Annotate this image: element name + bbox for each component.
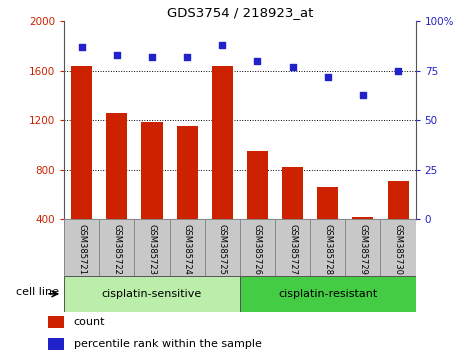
Text: GSM385726: GSM385726 — [253, 224, 262, 275]
Text: GSM385722: GSM385722 — [113, 224, 121, 275]
Text: GSM385721: GSM385721 — [77, 224, 86, 275]
Bar — [310, 219, 345, 276]
Text: cisplatin-resistant: cisplatin-resistant — [278, 289, 377, 299]
Point — [324, 74, 332, 80]
Text: cisplatin-sensitive: cisplatin-sensitive — [102, 289, 202, 299]
Bar — [212, 66, 233, 269]
Bar — [177, 126, 198, 269]
Text: GSM385730: GSM385730 — [394, 224, 402, 275]
Bar — [345, 219, 380, 276]
Bar — [99, 219, 134, 276]
Text: GSM385727: GSM385727 — [288, 224, 297, 275]
Bar — [71, 66, 92, 269]
Bar — [240, 276, 416, 312]
Point — [218, 42, 226, 48]
Text: percentile rank within the sample: percentile rank within the sample — [74, 339, 262, 349]
Point — [289, 64, 296, 70]
Title: GDS3754 / 218923_at: GDS3754 / 218923_at — [167, 6, 313, 19]
Bar — [134, 219, 170, 276]
Text: GSM385725: GSM385725 — [218, 224, 227, 275]
Text: GSM385728: GSM385728 — [323, 224, 332, 275]
Bar — [388, 181, 408, 269]
Bar — [275, 219, 310, 276]
Text: GSM385723: GSM385723 — [148, 224, 156, 275]
Bar — [170, 219, 205, 276]
Point — [183, 54, 191, 60]
Point — [359, 92, 367, 97]
Bar — [247, 152, 268, 269]
Bar — [48, 338, 64, 350]
Bar — [380, 219, 416, 276]
Bar — [142, 122, 162, 269]
Point — [254, 58, 261, 64]
Bar — [48, 316, 64, 328]
Bar — [64, 276, 240, 312]
Point — [394, 68, 402, 74]
Bar — [240, 219, 275, 276]
Text: GSM385729: GSM385729 — [359, 224, 367, 275]
Bar — [205, 219, 240, 276]
Point — [113, 52, 121, 58]
Text: GSM385724: GSM385724 — [183, 224, 191, 275]
Bar — [317, 187, 338, 269]
Text: count: count — [74, 317, 105, 327]
Text: cell line: cell line — [16, 287, 59, 297]
Bar — [64, 219, 99, 276]
Bar — [282, 167, 303, 269]
Point — [78, 44, 86, 50]
Bar — [352, 217, 373, 269]
Bar — [106, 113, 127, 269]
Point — [148, 54, 156, 60]
